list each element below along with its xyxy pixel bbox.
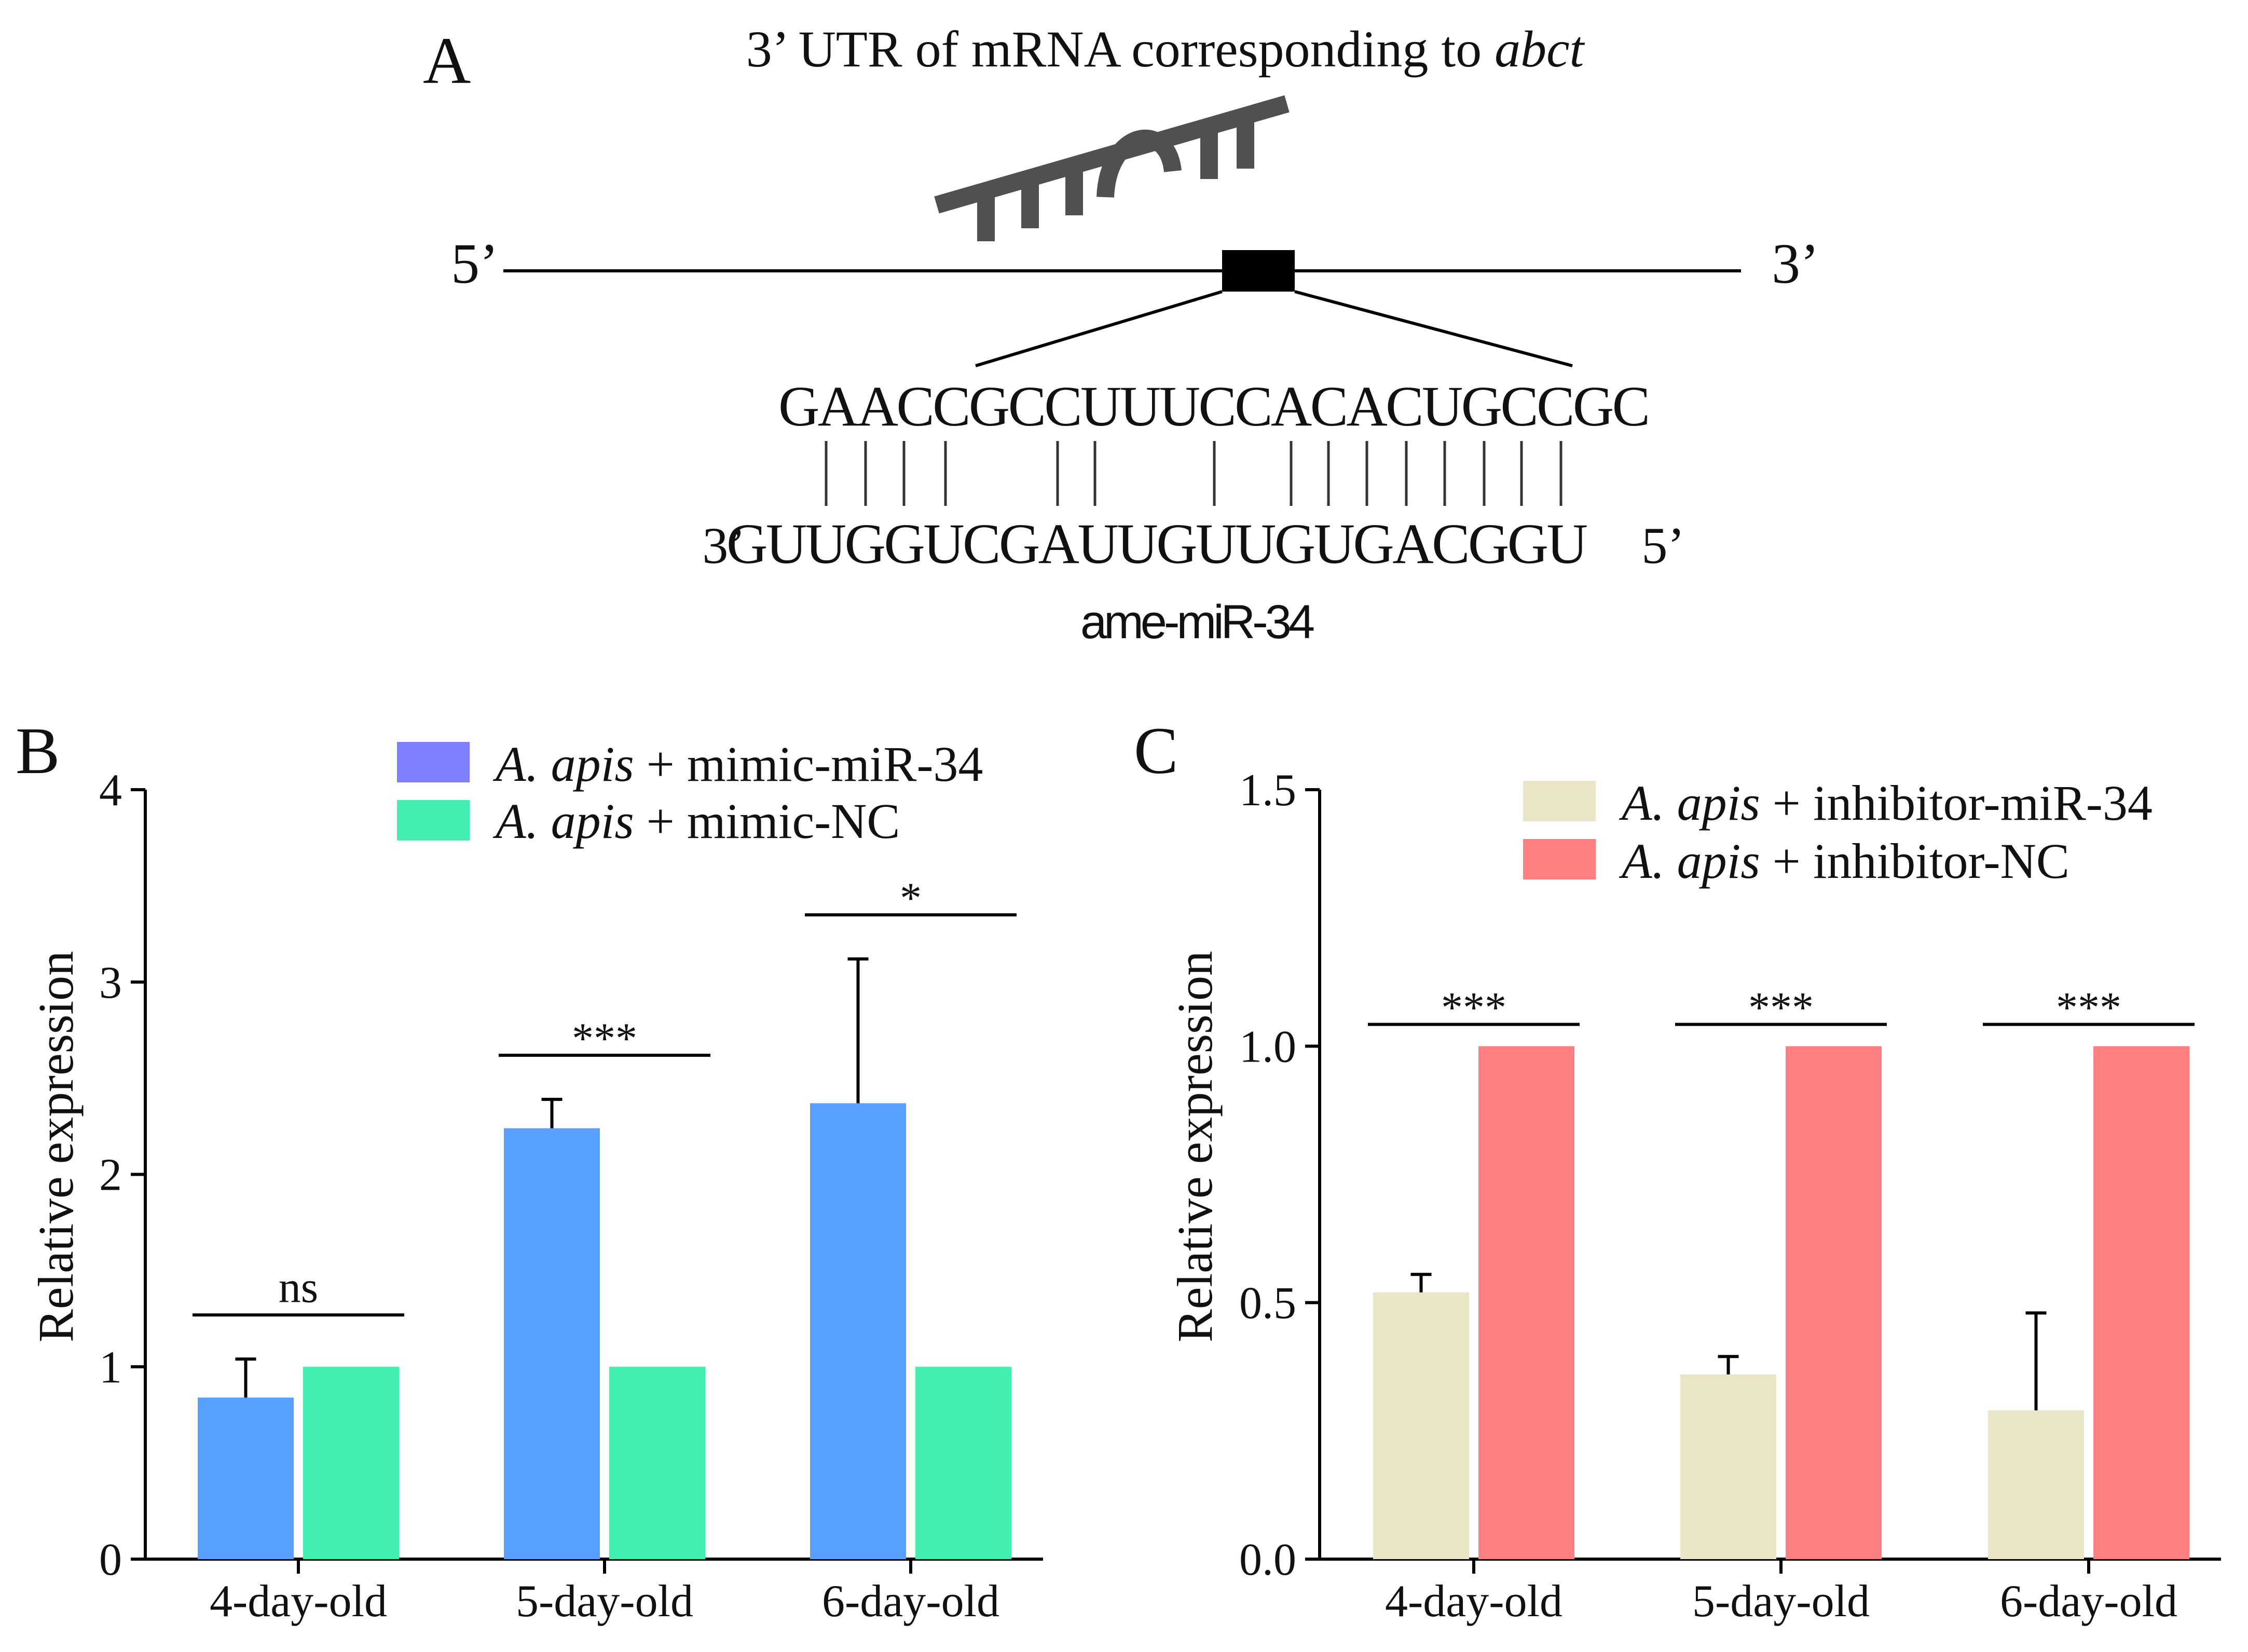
y-tick-label: 0 bbox=[99, 1535, 122, 1585]
significance-label: *** bbox=[572, 1014, 637, 1063]
y-tick-label: 1.5 bbox=[1239, 765, 1296, 816]
zoom-line-left bbox=[975, 290, 1223, 367]
base-pair-lines bbox=[825, 441, 1562, 506]
panel-b-ylabel: Relative expression bbox=[28, 951, 84, 1342]
panel-c: C Relative expression 0.0 0.5 1.0 1.5 4-day-… bbox=[1134, 714, 2221, 1627]
panel-c-ylabel: Relative expression bbox=[1167, 951, 1223, 1342]
panel-a: A 3’ UTR of mRNA corresponding to abct 5… bbox=[423, 20, 1819, 649]
x-tick-label: 6-day-old bbox=[2000, 1576, 2177, 1627]
legend-swatch-inhibitor-mir34 bbox=[1523, 781, 1596, 821]
panel-a-letter: A bbox=[423, 24, 471, 98]
panel-c-chart: 0.0 0.5 1.0 1.5 4-day-old *** 5-day-old *** 6-da… bbox=[1239, 765, 2221, 1627]
panel-b-letter: B bbox=[16, 714, 60, 788]
legend-label-mimic-nc-italic: A. apis bbox=[492, 793, 634, 849]
legend-label-mimic-nc: A. apis + mimic-NC bbox=[492, 793, 900, 849]
binding-site-box bbox=[1222, 250, 1295, 292]
y-tick-label: 0.5 bbox=[1239, 1278, 1296, 1329]
panel-b-chart: 0 1 2 3 4 4-day-old ns 5-day-old *** 6-day-old * bbox=[99, 765, 1043, 1627]
panel-b-legend: A. apis + mimic-miR-34 A. apis + mimic-N… bbox=[397, 736, 983, 849]
bar bbox=[609, 1367, 705, 1559]
bar bbox=[504, 1128, 600, 1559]
panel-c-legend: A. apis + inhibitor-miR-34 A. apis + inh… bbox=[1523, 775, 2153, 889]
panel-a-title: 3’ UTR of mRNA corresponding to abct bbox=[746, 20, 1585, 78]
significance-label: * bbox=[900, 874, 922, 922]
y-tick-label: 0.0 bbox=[1239, 1535, 1296, 1585]
x-tick-label: 5-day-old bbox=[1692, 1576, 1870, 1627]
bar bbox=[2093, 1046, 2189, 1559]
bar bbox=[303, 1367, 399, 1559]
y-tick-label: 4 bbox=[99, 765, 122, 816]
legend-label-inhibitor-mir34-rest: + inhibitor-miR-34 bbox=[1760, 775, 2153, 831]
panel-a-title-gene: abct bbox=[1495, 20, 1585, 78]
zoom-line-right bbox=[1294, 290, 1573, 367]
mirna-sequence: GUUGGUCGAUUGUUGUGACGGU bbox=[727, 512, 1588, 575]
panel-c-letter: C bbox=[1134, 714, 1178, 788]
panel-a-title-prefix: 3’ UTR of mRNA corresponding to bbox=[746, 20, 1495, 78]
x-tick-label: 6-day-old bbox=[822, 1576, 999, 1627]
significance-label: ns bbox=[279, 1262, 318, 1312]
legend-label-mimic-mir34-rest: + mimic-miR-34 bbox=[634, 736, 983, 792]
legend-swatch-mimic-nc bbox=[397, 800, 470, 841]
bar bbox=[1680, 1374, 1776, 1559]
y-tick-label: 1.0 bbox=[1239, 1022, 1296, 1072]
legend-label-inhibitor-mir34-italic: A. apis bbox=[1619, 775, 1760, 831]
legend-label-inhibitor-mir34: A. apis + inhibitor-miR-34 bbox=[1619, 775, 2153, 831]
x-tick-label: 4-day-old bbox=[1385, 1576, 1562, 1627]
x-tick-label: 5-day-old bbox=[516, 1576, 693, 1627]
legend-label-inhibitor-nc: A. apis + inhibitor-NC bbox=[1619, 833, 2069, 889]
legend-label-mimic-mir34: A. apis + mimic-miR-34 bbox=[492, 736, 983, 792]
panel-b: B Relative expression 0 1 2 3 4 4-day-old ns 5-… bbox=[16, 714, 1043, 1627]
legend-label-mimic-nc-rest: + mimic-NC bbox=[634, 793, 900, 849]
legend-label-inhibitor-nc-italic: A. apis bbox=[1619, 833, 1760, 889]
y-tick-label: 1 bbox=[99, 1342, 122, 1393]
utr-5prime-label: 5’ bbox=[451, 232, 499, 295]
mirna-3prime-label: 3’ bbox=[702, 517, 745, 574]
bar bbox=[1373, 1292, 1469, 1559]
bar bbox=[810, 1103, 906, 1559]
legend-label-mimic-mir34-italic: A. apis bbox=[492, 736, 634, 792]
x-tick-label: 4-day-old bbox=[210, 1576, 387, 1627]
y-tick-label: 2 bbox=[99, 1150, 122, 1201]
mirna-name: ame-miR-34 bbox=[1080, 596, 1314, 649]
legend-swatch-inhibitor-nc bbox=[1523, 839, 1596, 879]
significance-label: *** bbox=[1441, 983, 1506, 1031]
bar bbox=[1786, 1046, 1882, 1559]
target-sequence: GAACCGCCUUUCCACACUGCCGC bbox=[778, 375, 1650, 438]
significance-label: *** bbox=[1748, 983, 1814, 1031]
y-tick-label: 3 bbox=[99, 958, 122, 1008]
bar bbox=[198, 1397, 294, 1559]
bar bbox=[915, 1367, 1011, 1559]
legend-label-inhibitor-nc-rest: + inhibitor-NC bbox=[1760, 833, 2069, 889]
hairpin-icon bbox=[934, 95, 1290, 241]
utr-3prime-label: 3’ bbox=[1772, 232, 1819, 295]
significance-label: *** bbox=[2056, 983, 2121, 1031]
bar bbox=[1988, 1410, 2084, 1559]
legend-swatch-mimic-mir34 bbox=[397, 742, 470, 782]
bar bbox=[1478, 1046, 1574, 1559]
mirna-5prime-label: 5’ bbox=[1641, 517, 1684, 574]
